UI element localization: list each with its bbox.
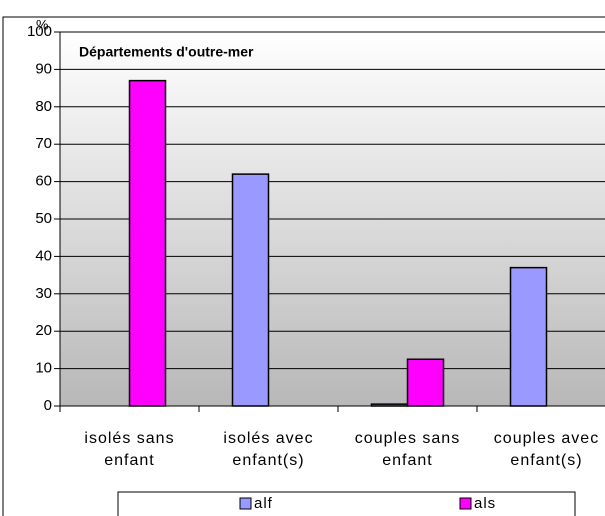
- legend-label: als: [474, 495, 496, 512]
- y-tick-label: 80: [35, 98, 52, 115]
- y-tick-label: 60: [35, 173, 52, 190]
- legend-swatch: [459, 497, 472, 510]
- y-tick-label: 30: [35, 285, 52, 302]
- bar: [406, 358, 445, 407]
- y-tick-label: 20: [35, 322, 52, 339]
- bar: [370, 403, 409, 407]
- y-tick-label: 10: [35, 360, 52, 377]
- x-tick-label: couples sans enfant: [354, 430, 461, 469]
- legend-box: [117, 491, 576, 516]
- x-tick-label: isolés sans enfant: [84, 430, 175, 469]
- bar: [509, 266, 548, 407]
- y-tick-label: 0: [44, 397, 52, 414]
- x-tick-label: couples avec enfant(s): [493, 430, 600, 469]
- bar: [128, 79, 167, 407]
- bar: [231, 173, 270, 407]
- y-tick-label: 40: [35, 247, 52, 264]
- y-tick-label: 90: [35, 60, 52, 77]
- legend-label: alf: [254, 495, 273, 512]
- x-tick-label: isolés avec enfant(s): [223, 430, 314, 469]
- chart-title: Départements d'outre-mer: [79, 44, 254, 60]
- legend-swatch: [239, 497, 252, 510]
- y-tick-label: 70: [35, 135, 52, 152]
- y-tick-label: 50: [35, 210, 52, 227]
- y-tick-label: 100: [27, 23, 52, 40]
- y-axis-label: %: [36, 17, 48, 33]
